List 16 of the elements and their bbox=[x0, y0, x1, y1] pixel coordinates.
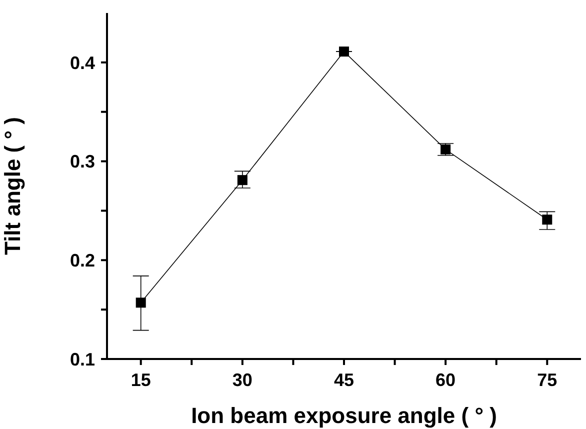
y-tick-label: 0.4 bbox=[70, 52, 95, 73]
x-tick-label: 30 bbox=[232, 370, 252, 390]
x-tick-label: 45 bbox=[334, 370, 354, 390]
point bbox=[339, 46, 349, 57]
x-axis-title: Ion beam exposure angle ( ° ) bbox=[191, 403, 497, 428]
x-tick-label: 15 bbox=[130, 370, 151, 390]
y-tick-label: 0.1 bbox=[70, 349, 95, 370]
y-tick-label: 0.3 bbox=[70, 152, 95, 172]
point bbox=[440, 144, 451, 154]
y-tick-label: 0.2 bbox=[70, 250, 95, 271]
point bbox=[237, 175, 248, 186]
x-tick-label: 75 bbox=[537, 370, 558, 390]
y-axis-title: Tilt angle ( ° ) bbox=[0, 117, 25, 255]
point bbox=[542, 214, 552, 225]
x-tick-label: 60 bbox=[436, 370, 456, 390]
point bbox=[136, 298, 146, 308]
